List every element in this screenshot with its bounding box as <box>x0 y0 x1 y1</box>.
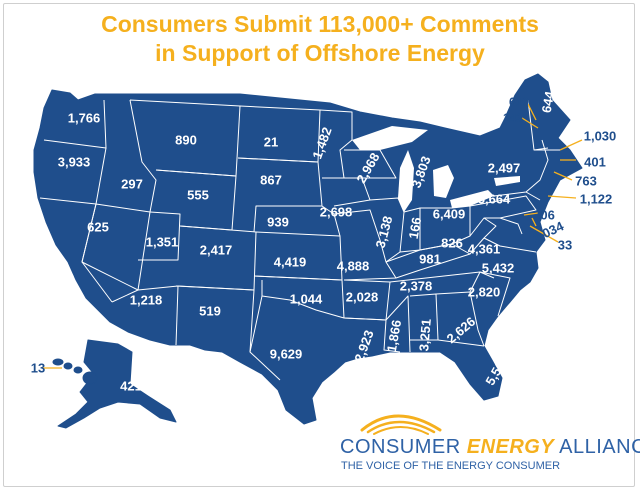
contiguous-us-shape <box>33 73 583 425</box>
state-value-mo: 4,888 <box>336 258 370 274</box>
state-value-wy: 555 <box>187 187 209 203</box>
state-value-oh: 6,409 <box>432 206 466 222</box>
logo-tagline: THE VOICE OF THE ENERGY CONSUMER <box>341 460 561 472</box>
state-value-nc: 5,432 <box>481 260 515 276</box>
logo-word-consumer: CONSUMER <box>340 436 467 458</box>
state-value-tx: 9,629 <box>269 346 303 362</box>
title-line-1: Consumers Submit 113,000+ Comments <box>101 11 539 37</box>
state-value-id: 297 <box>121 176 143 192</box>
state-value-ma: 1,030 <box>583 128 617 144</box>
state-value-ca: 8,149 <box>41 270 75 286</box>
leader-lines <box>42 103 583 369</box>
state-value-ia: 2,698 <box>319 204 353 220</box>
state-value-de: 306 <box>533 207 555 223</box>
state-value-az: 1,218 <box>129 292 163 308</box>
state-value-pa: 5,664 <box>477 191 511 207</box>
great-lakes <box>352 126 520 212</box>
logo-wordmark: CONSUMER ENERGY ALLIANCE <box>340 436 640 459</box>
state-value-co: 2,417 <box>199 242 233 258</box>
state-value-vt: 610 <box>508 95 530 109</box>
state-value-ct: 763 <box>575 173 597 189</box>
state-value-ut: 1,351 <box>145 234 179 250</box>
state-value-nd: 21 <box>263 134 279 150</box>
state-value-ri: 401 <box>584 154 606 170</box>
state-value-wv: 826 <box>441 235 463 251</box>
logo-arcs-icon <box>360 414 442 435</box>
state-value-al: 3,251 <box>416 318 434 352</box>
alaska-shape <box>57 339 177 429</box>
logo-word-energy: ENERGY <box>466 436 555 458</box>
state-value-hi: 13 <box>30 360 46 376</box>
image-frame <box>3 3 635 487</box>
state-value-mt: 890 <box>175 132 197 148</box>
state-value-ny: 2,497 <box>487 160 521 176</box>
state-value-sc: 2,820 <box>467 284 501 300</box>
state-value-ky: 981 <box>419 251 441 267</box>
state-value-nv: 625 <box>87 219 109 235</box>
state-value-sd: 867 <box>260 172 282 188</box>
state-value-nm: 519 <box>199 303 221 319</box>
state-value-ok: 1,044 <box>289 291 323 307</box>
state-value-or: 3,933 <box>57 154 91 170</box>
state-value-tn: 2,378 <box>399 278 433 294</box>
state-value-dc: 33 <box>557 237 573 253</box>
state-value-ks: 4,419 <box>273 254 307 270</box>
logo-word-alliance: ALLIANCE <box>559 436 640 458</box>
state-borders <box>39 99 560 381</box>
state-value-ne: 939 <box>267 214 289 230</box>
map-title: Consumers Submit 113,000+ Comments in Su… <box>0 10 640 68</box>
title-line-2: in Support of Offshore Energy <box>155 40 485 66</box>
state-value-va: 4,361 <box>467 241 501 257</box>
hawaii-islands <box>52 358 98 385</box>
state-value-ak: 421 <box>120 378 142 394</box>
state-value-wa: 1,766 <box>67 110 101 126</box>
state-value-nj: 1,122 <box>579 191 613 207</box>
state-value-nh: 143 <box>502 111 524 125</box>
state-value-ar: 2,028 <box>345 289 379 305</box>
